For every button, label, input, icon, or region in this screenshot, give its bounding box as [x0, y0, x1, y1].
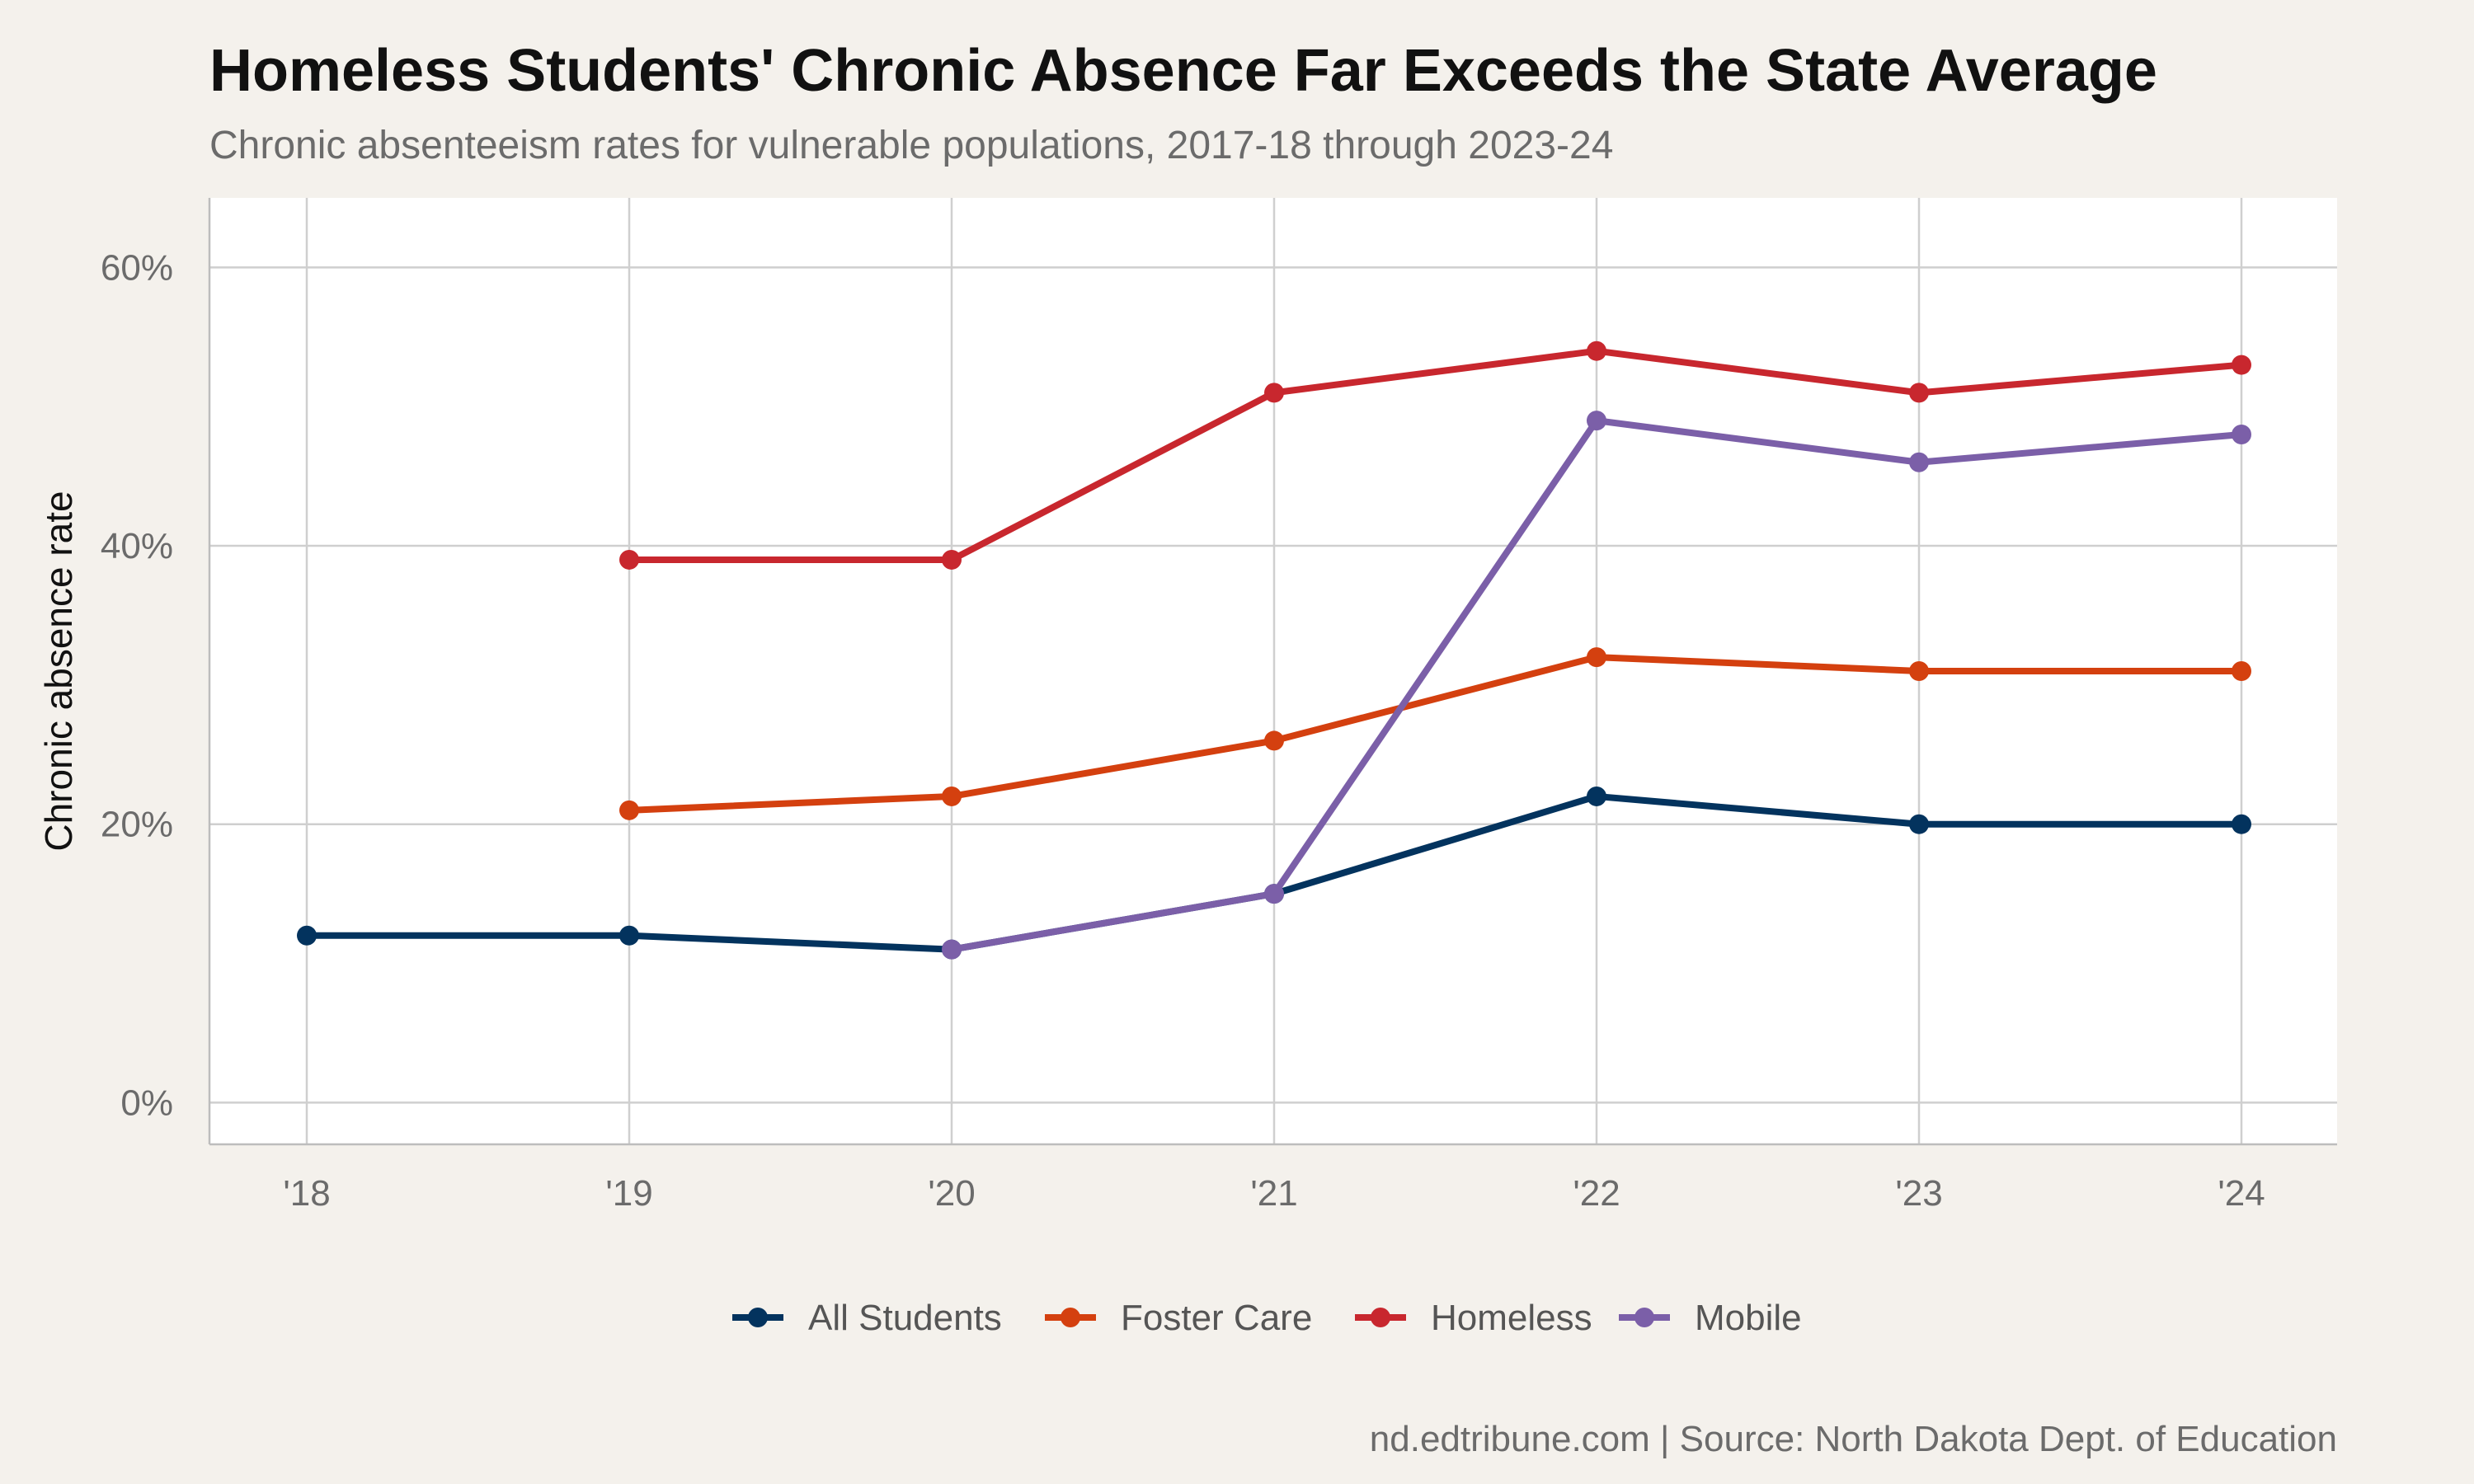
data-point-foster-care	[1264, 730, 1284, 751]
series-mobile	[942, 411, 2251, 960]
legend-key-dot	[748, 1308, 768, 1327]
y-axis-label: Chronic absence rate	[37, 491, 80, 851]
data-point-mobile	[942, 939, 962, 960]
data-point-mobile	[1909, 452, 1929, 472]
x-tick-label: '23	[1895, 1173, 1942, 1214]
data-point-all-students	[2232, 814, 2251, 834]
data-point-homeless	[1587, 340, 1606, 361]
data-point-all-students	[297, 925, 317, 946]
legend-label: Foster Care	[1121, 1298, 1312, 1338]
data-point-all-students	[1587, 786, 1606, 806]
data-point-homeless	[619, 549, 639, 570]
legend-item-mobile: Mobile	[1619, 1298, 1802, 1338]
legend-key-dot	[1061, 1308, 1080, 1327]
source-caption: nd.edtribune.com | Source: North Dakota …	[1370, 1419, 2337, 1459]
legend-label: Mobile	[1695, 1298, 1802, 1338]
legend-key-dot	[1634, 1308, 1654, 1327]
x-tick-label: '21	[1250, 1173, 1297, 1214]
chart-subtitle: Chronic absenteeism rates for vulnerable…	[209, 124, 1613, 167]
data-point-homeless	[2232, 355, 2251, 375]
data-point-foster-care	[942, 786, 962, 806]
data-point-foster-care	[1587, 647, 1606, 668]
chart-title: Homeless Students' Chronic Absence Far E…	[209, 38, 2157, 104]
data-point-mobile	[2232, 425, 2251, 444]
data-point-foster-care	[619, 800, 639, 820]
data-point-homeless	[1264, 383, 1284, 403]
legend: All Students Foster Care Homeless Mobile	[732, 1298, 1802, 1338]
legend-key-dot	[1371, 1308, 1390, 1327]
legend-label: All Students	[808, 1298, 1002, 1338]
series-line-foster-care	[626, 654, 2245, 814]
y-tick-label: 60%	[101, 247, 173, 288]
series-layer	[297, 340, 2251, 960]
x-tick-label: '18	[283, 1173, 330, 1214]
x-tick-label: '20	[928, 1173, 975, 1214]
data-point-foster-care	[2232, 661, 2251, 681]
data-point-homeless	[1909, 383, 1929, 403]
x-tick-label: '24	[2218, 1173, 2265, 1214]
x-tick-labels: '18 '19 '20 '21 '22 '23 '24	[283, 1173, 2265, 1214]
legend-item-homeless: Homeless	[1355, 1298, 1592, 1338]
legend-item-all-students: All Students	[732, 1298, 1002, 1338]
data-point-mobile	[1587, 411, 1606, 431]
legend-label: Homeless	[1431, 1298, 1592, 1338]
y-tick-label: 40%	[101, 526, 173, 566]
x-tick-label: '22	[1573, 1173, 1620, 1214]
data-point-homeless	[942, 549, 962, 570]
legend-item-foster-care: Foster Care	[1045, 1298, 1312, 1338]
data-point-mobile	[1264, 884, 1284, 904]
series-foster-care	[619, 647, 2251, 820]
data-point-foster-care	[1909, 661, 1929, 681]
y-tick-label: 0%	[120, 1082, 173, 1123]
y-tick-label: 20%	[101, 805, 173, 845]
x-tick-label: '19	[605, 1173, 652, 1214]
series-homeless	[619, 340, 2251, 570]
data-point-all-students	[619, 925, 639, 946]
y-tick-labels: 0% 20% 40% 60%	[101, 247, 173, 1123]
data-point-all-students	[1909, 814, 1929, 834]
series-line-homeless	[626, 347, 2245, 563]
